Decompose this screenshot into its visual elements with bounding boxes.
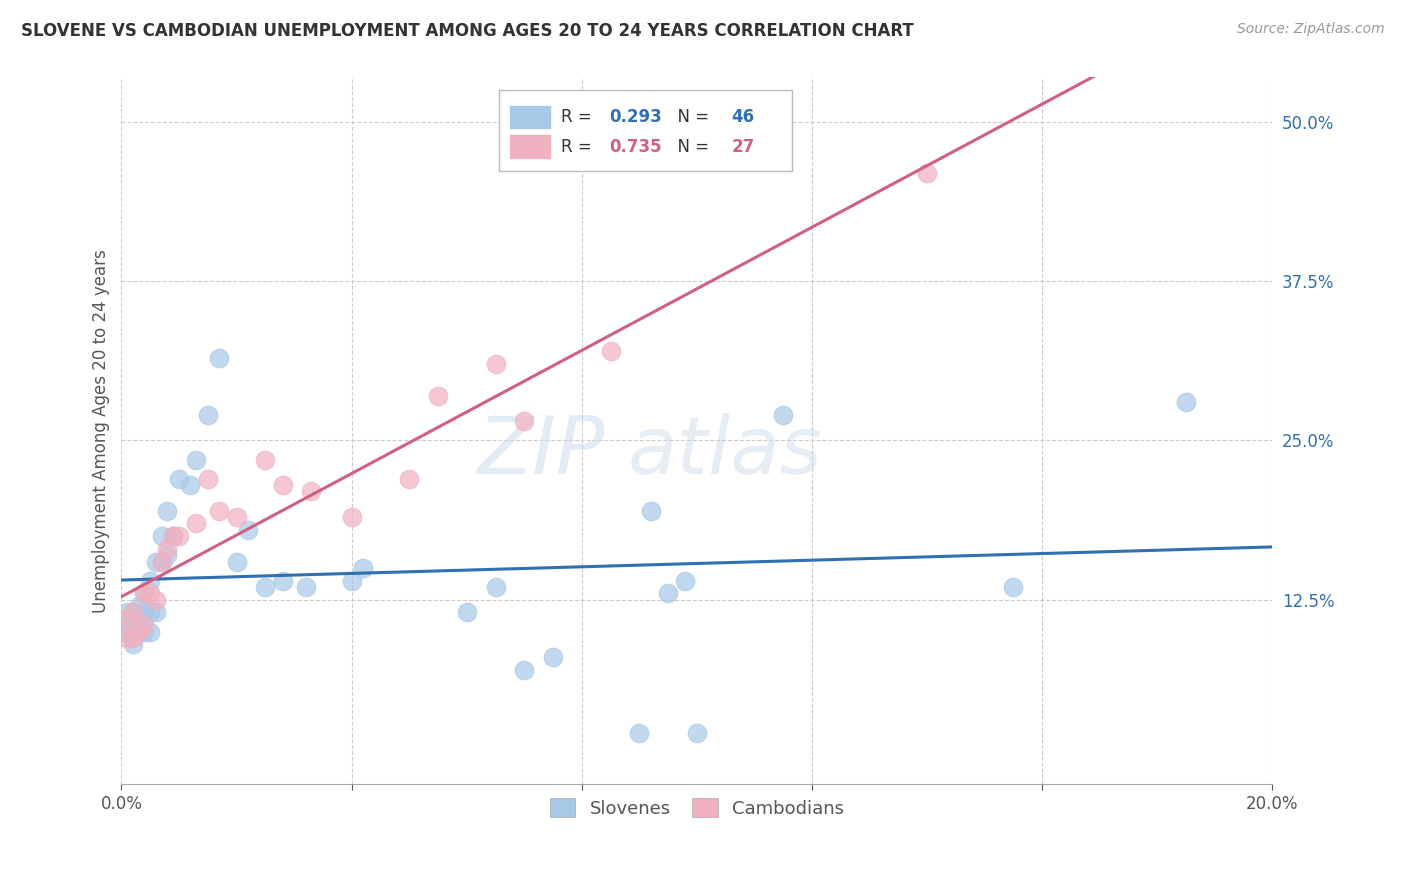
Text: N =: N =	[666, 137, 714, 156]
Point	[640, 503, 662, 517]
Text: ZIP: ZIP	[478, 413, 605, 491]
Point	[294, 580, 316, 594]
Point	[271, 478, 294, 492]
Point	[115, 618, 138, 632]
Point	[115, 631, 138, 645]
Point	[456, 606, 478, 620]
Point	[254, 452, 277, 467]
Point	[197, 472, 219, 486]
Text: 0.735: 0.735	[609, 137, 662, 156]
Point	[398, 472, 420, 486]
Point	[167, 529, 190, 543]
Point	[134, 624, 156, 639]
Point	[513, 414, 536, 428]
Point	[673, 574, 696, 588]
Point	[139, 574, 162, 588]
Point	[541, 650, 564, 665]
Point	[122, 624, 145, 639]
Point	[122, 637, 145, 651]
Point	[340, 510, 363, 524]
Point	[186, 516, 208, 531]
Point	[484, 357, 506, 371]
Text: R =: R =	[561, 137, 598, 156]
Point	[915, 166, 938, 180]
Point	[162, 529, 184, 543]
Point	[134, 586, 156, 600]
Point	[271, 574, 294, 588]
FancyBboxPatch shape	[510, 106, 550, 128]
Point	[208, 351, 231, 365]
Point	[772, 408, 794, 422]
Point	[225, 554, 247, 568]
Point	[150, 529, 173, 543]
Point	[150, 554, 173, 568]
Point	[208, 503, 231, 517]
Point	[134, 606, 156, 620]
Point	[686, 726, 709, 740]
Point	[197, 408, 219, 422]
Point	[186, 452, 208, 467]
Point	[115, 606, 138, 620]
Point	[139, 624, 162, 639]
Legend: Slovenes, Cambodians: Slovenes, Cambodians	[543, 791, 851, 825]
Point	[128, 612, 150, 626]
Text: 0.293: 0.293	[609, 108, 662, 126]
Point	[628, 726, 651, 740]
Text: Source: ZipAtlas.com: Source: ZipAtlas.com	[1237, 22, 1385, 37]
Point	[225, 510, 247, 524]
Text: N =: N =	[666, 108, 714, 126]
Point	[299, 484, 322, 499]
Point	[340, 574, 363, 588]
Point	[122, 606, 145, 620]
Point	[150, 554, 173, 568]
Point	[115, 612, 138, 626]
Point	[139, 606, 162, 620]
Point	[484, 580, 506, 594]
Point	[657, 586, 679, 600]
Point	[1002, 580, 1025, 594]
Point	[426, 389, 449, 403]
Point	[236, 523, 259, 537]
Point	[179, 478, 201, 492]
Point	[352, 561, 374, 575]
Point	[167, 472, 190, 486]
Point	[139, 586, 162, 600]
Point	[156, 541, 179, 556]
Text: R =: R =	[561, 108, 598, 126]
Text: atlas: atlas	[628, 413, 823, 491]
FancyBboxPatch shape	[499, 90, 793, 171]
Text: 27: 27	[731, 137, 755, 156]
Point	[513, 663, 536, 677]
Text: SLOVENE VS CAMBODIAN UNEMPLOYMENT AMONG AGES 20 TO 24 YEARS CORRELATION CHART: SLOVENE VS CAMBODIAN UNEMPLOYMENT AMONG …	[21, 22, 914, 40]
Point	[128, 624, 150, 639]
Point	[115, 624, 138, 639]
Point	[1175, 395, 1198, 409]
Point	[134, 586, 156, 600]
Point	[162, 529, 184, 543]
Text: 46: 46	[731, 108, 755, 126]
Point	[128, 599, 150, 613]
Point	[128, 624, 150, 639]
Y-axis label: Unemployment Among Ages 20 to 24 years: Unemployment Among Ages 20 to 24 years	[93, 249, 110, 613]
Point	[122, 631, 145, 645]
Point	[156, 548, 179, 562]
Point	[145, 554, 167, 568]
Point	[599, 344, 621, 359]
Point	[134, 618, 156, 632]
Point	[145, 592, 167, 607]
Point	[254, 580, 277, 594]
Point	[145, 606, 167, 620]
Point	[122, 606, 145, 620]
FancyBboxPatch shape	[510, 136, 550, 158]
Point	[156, 503, 179, 517]
